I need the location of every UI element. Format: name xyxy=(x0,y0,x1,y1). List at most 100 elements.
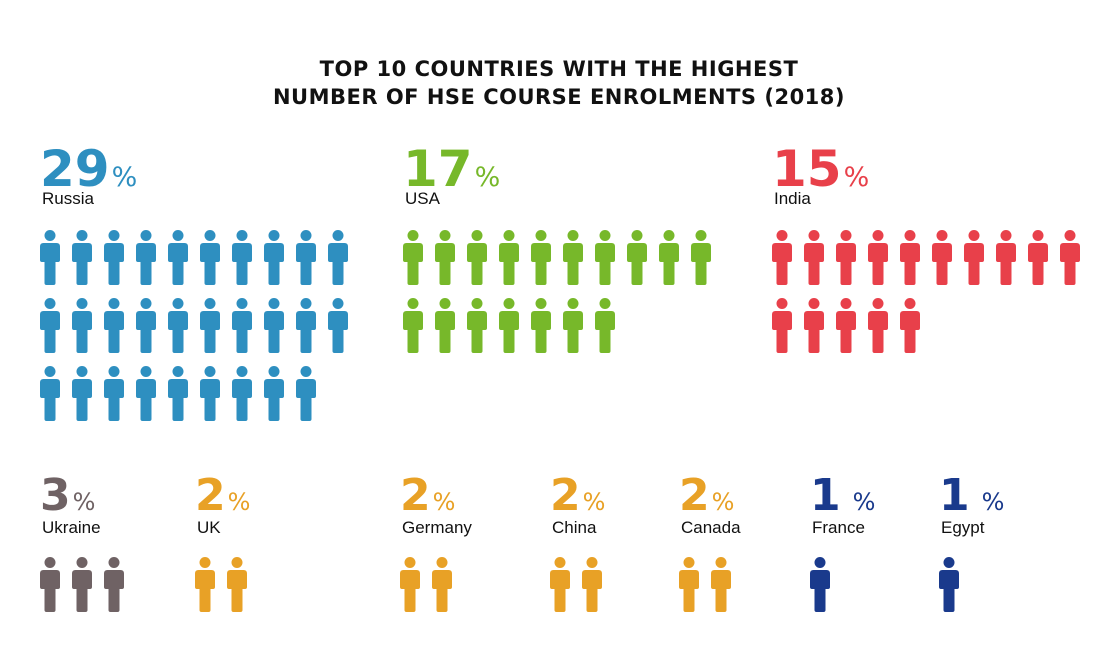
country-name-russia: Russia xyxy=(42,189,94,208)
person-icon xyxy=(232,230,252,285)
percent-value-france: 1 xyxy=(810,470,841,521)
person-icon xyxy=(550,557,570,612)
person-icon xyxy=(595,230,615,285)
percent-value-canada: 2 xyxy=(679,470,710,521)
person-icon xyxy=(435,230,455,285)
person-icon xyxy=(72,230,92,285)
person-icon xyxy=(136,298,156,353)
percent-label-france: 1% xyxy=(810,470,875,521)
percent-value-uk: 2 xyxy=(195,470,226,521)
person-icon xyxy=(168,230,188,285)
percent-sign: % xyxy=(111,162,138,193)
percent-sign: % xyxy=(711,488,735,516)
person-icon xyxy=(328,298,348,353)
person-icon xyxy=(836,298,856,353)
person-icon xyxy=(531,298,551,353)
person-icon xyxy=(104,366,124,421)
person-icon xyxy=(868,230,888,285)
person-icon xyxy=(40,230,60,285)
person-icon xyxy=(328,230,348,285)
person-icon xyxy=(467,230,487,285)
percent-label-india: 15% xyxy=(772,140,869,198)
person-icon xyxy=(711,557,731,612)
person-icon xyxy=(810,557,830,612)
percent-label-egypt: 1% xyxy=(939,470,1004,521)
person-icon xyxy=(499,230,519,285)
person-icon xyxy=(40,366,60,421)
person-icon xyxy=(168,366,188,421)
person-icon xyxy=(804,298,824,353)
person-icon xyxy=(1060,230,1080,285)
person-icon xyxy=(996,230,1016,285)
person-icon xyxy=(900,298,920,353)
percent-sign: % xyxy=(843,162,870,193)
person-icon xyxy=(772,298,792,353)
country-name-france: France xyxy=(812,518,865,537)
country-name-china: China xyxy=(552,518,597,537)
person-icon xyxy=(232,298,252,353)
percent-value-usa: 17 xyxy=(403,140,473,198)
person-icon xyxy=(72,298,92,353)
country-name-india: India xyxy=(774,189,811,208)
country-name-germany: Germany xyxy=(402,518,472,537)
person-icon xyxy=(104,557,124,612)
person-icon xyxy=(804,230,824,285)
person-icon xyxy=(296,298,316,353)
percent-label-uk: 2% xyxy=(195,470,250,521)
person-icon xyxy=(200,230,220,285)
percent-value-ukraine: 3 xyxy=(40,470,71,521)
country-name-uk: UK xyxy=(197,518,221,537)
person-icon xyxy=(403,230,423,285)
person-icon xyxy=(40,298,60,353)
person-icon xyxy=(563,298,583,353)
person-icon xyxy=(531,230,551,285)
person-icon xyxy=(582,557,602,612)
person-icon xyxy=(264,366,284,421)
person-icon xyxy=(168,298,188,353)
percent-label-germany: 2% xyxy=(400,470,455,521)
person-icon xyxy=(195,557,215,612)
person-icon xyxy=(900,230,920,285)
percent-label-china: 2% xyxy=(550,470,605,521)
percent-sign: % xyxy=(582,488,606,516)
percent-value-egypt: 1 xyxy=(939,470,970,521)
percent-value-russia: 29 xyxy=(40,140,110,198)
person-icon xyxy=(868,298,888,353)
person-icon xyxy=(679,557,699,612)
percent-label-russia: 29% xyxy=(40,140,137,198)
person-icon xyxy=(772,230,792,285)
person-icon xyxy=(400,557,420,612)
percent-value-china: 2 xyxy=(550,470,581,521)
person-icon xyxy=(627,230,647,285)
person-icon xyxy=(72,366,92,421)
person-icon xyxy=(836,230,856,285)
country-name-canada: Canada xyxy=(681,518,741,537)
percent-value-germany: 2 xyxy=(400,470,431,521)
person-icon xyxy=(136,366,156,421)
person-icon xyxy=(200,298,220,353)
percent-sign: % xyxy=(852,488,876,516)
person-icon xyxy=(72,557,92,612)
chart-title-line-2: NUMBER OF HSE COURSE ENROLMENTS (2018) xyxy=(272,85,846,109)
person-icon xyxy=(432,557,452,612)
person-icon xyxy=(595,298,615,353)
person-icon xyxy=(563,230,583,285)
chart-title-line-1: TOP 10 COUNTRIES WITH THE HIGHEST xyxy=(319,57,799,81)
person-icon xyxy=(403,298,423,353)
person-icon xyxy=(227,557,247,612)
person-icon xyxy=(104,230,124,285)
percent-label-canada: 2% xyxy=(679,470,734,521)
country-name-egypt: Egypt xyxy=(941,518,985,537)
percent-sign: % xyxy=(981,488,1005,516)
person-icon xyxy=(659,230,679,285)
person-icon xyxy=(104,298,124,353)
country-name-ukraine: Ukraine xyxy=(42,518,101,537)
person-icon xyxy=(264,298,284,353)
person-icon xyxy=(232,366,252,421)
person-icon xyxy=(939,557,959,612)
person-icon xyxy=(296,366,316,421)
person-icon xyxy=(435,298,455,353)
person-icon xyxy=(264,230,284,285)
person-icon xyxy=(40,557,60,612)
person-icon xyxy=(136,230,156,285)
